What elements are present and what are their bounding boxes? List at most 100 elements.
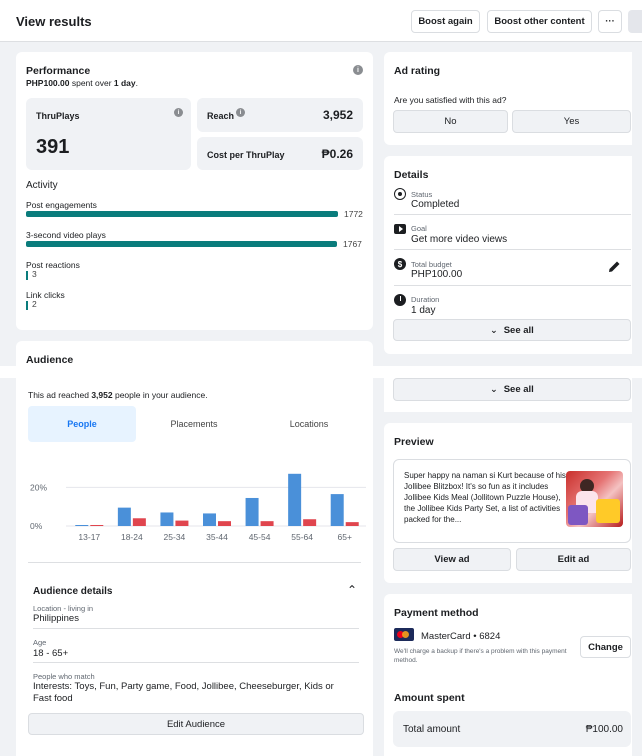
details-card-continued: ⌄ See all	[384, 378, 632, 412]
thruplays-value: 391	[36, 136, 70, 158]
audience-reach-text: This ad reached 3,952 people in your aud…	[28, 390, 208, 400]
chart-bar[interactable]	[330, 494, 344, 526]
cost-per-thruplay-label: Cost per ThruPlay	[207, 150, 285, 160]
divider	[394, 214, 631, 215]
rating-yes-button[interactable]: Yes	[512, 110, 631, 133]
divider	[33, 662, 359, 663]
details-card: Details Status Completed Goal Get more v…	[384, 156, 632, 354]
video-icon	[394, 224, 406, 234]
clock-icon	[394, 294, 406, 306]
chart-bar[interactable]	[132, 518, 146, 526]
tab-placements[interactable]: Placements	[170, 419, 218, 429]
tab-people[interactable]: People	[28, 406, 136, 442]
activity-label: Post engagements	[26, 200, 97, 210]
see-all-button[interactable]: ⌄ See all	[393, 319, 631, 341]
total-amount-label: Total amount	[403, 724, 461, 735]
status-label: Status	[411, 190, 433, 199]
reach-value: 3,952	[322, 108, 353, 122]
goal-label: Goal	[411, 224, 427, 233]
post-text: Super happy na naman si Kurt because of …	[404, 471, 566, 524]
chart-bar[interactable]	[203, 513, 216, 526]
chart-bar[interactable]	[345, 522, 359, 526]
activity-value: 1767	[343, 239, 362, 249]
info-icon[interactable]: i	[236, 108, 245, 117]
boost-other-content-button[interactable]: Boost other content	[487, 10, 592, 33]
payment-title: Payment method	[394, 607, 479, 619]
chart-bar[interactable]	[218, 521, 231, 526]
y-tick-label: 0%	[30, 521, 43, 531]
payment-card: Payment method MasterCard • 6824 We'll c…	[384, 594, 632, 756]
chart-bar[interactable]	[160, 512, 174, 526]
chart-bar[interactable]	[117, 507, 131, 526]
chart-bar[interactable]	[175, 520, 189, 526]
preview-title: Preview	[394, 436, 434, 448]
edit-ad-button[interactable]: Edit ad	[516, 548, 631, 571]
post-preview[interactable]: Super happy na naman si Kurt because of …	[393, 459, 631, 543]
status-value: Completed	[411, 199, 460, 210]
activity-label: Link clicks	[26, 290, 65, 300]
chart-bar[interactable]	[303, 519, 317, 526]
divider	[33, 628, 359, 629]
change-payment-button[interactable]: Change	[580, 636, 631, 658]
more-options-button[interactable]: ···	[598, 10, 622, 33]
chart-bar[interactable]	[260, 521, 274, 526]
tab-locations[interactable]: Locations	[289, 419, 329, 429]
age-value: 18 - 65+	[33, 648, 69, 659]
info-icon[interactable]: i	[353, 65, 363, 75]
chevron-up-icon[interactable]: ⌃	[347, 583, 358, 597]
see-all-button[interactable]: ⌄ See all	[393, 378, 631, 401]
activity-bar	[26, 241, 337, 247]
interests-value: Interests: Toys, Fun, Party game, Food, …	[33, 681, 334, 704]
x-tick-label: 45-54	[249, 532, 271, 542]
chart-bar[interactable]	[90, 525, 104, 526]
chart-bar[interactable]	[288, 473, 302, 526]
details-title: Details	[394, 169, 429, 181]
cost-per-thruplay-box: Cost per ThruPlay ₱0.26	[197, 137, 363, 170]
cost-per-thruplay-value: ₱0.26	[321, 147, 353, 161]
activity-bar	[26, 211, 338, 217]
status-icon	[394, 188, 406, 200]
y-tick-label: 20%	[30, 482, 47, 492]
audience-body: This ad reached 3,952 people in your aud…	[16, 378, 373, 756]
view-ad-button[interactable]: View ad	[393, 548, 511, 571]
info-icon[interactable]: i	[174, 108, 183, 117]
card-name: MasterCard • 6824	[421, 631, 501, 642]
pencil-icon[interactable]	[608, 260, 621, 273]
thruplays-box: ThruPlays i 391	[26, 98, 191, 170]
chevron-down-icon: ⌄	[490, 324, 498, 335]
dollar-icon: $	[394, 258, 406, 270]
duration-value: 1 day	[411, 305, 436, 316]
budget-label: Total budget	[411, 260, 452, 269]
activity-value: 2	[32, 299, 37, 309]
boost-again-button[interactable]: Boost again	[411, 10, 480, 33]
post-thumbnail	[566, 471, 623, 527]
x-tick-label: 13-17	[78, 532, 100, 542]
performance-card: Performance i PHP100.00 spent over 1 day…	[16, 52, 373, 330]
location-value: Philippines	[33, 613, 79, 624]
activity-value: 3	[32, 269, 37, 279]
divider	[28, 562, 361, 563]
preview-card: Preview Super happy na naman si Kurt bec…	[384, 423, 632, 583]
mastercard-icon	[394, 628, 414, 641]
amount-spent-title: Amount spent	[394, 692, 465, 704]
x-tick-label: 35-44	[206, 532, 228, 542]
chart-bar[interactable]	[245, 497, 259, 526]
performance-title: Performance	[26, 65, 91, 77]
total-amount-value: ₱100.00	[585, 724, 623, 735]
reach-label: Reach	[207, 111, 235, 121]
location-label: Location - living in	[33, 604, 94, 613]
audience-title: Audience	[26, 354, 74, 366]
payment-note: We'll charge a backup if there's a probl…	[394, 648, 567, 664]
interests-label: People who match	[33, 672, 95, 681]
spent-summary: PHP100.00 spent over 1 day.	[26, 78, 139, 88]
x-tick-label: 55-64	[291, 532, 313, 542]
thruplays-label: ThruPlays	[36, 111, 80, 121]
audience-details-title: Audience details	[33, 586, 113, 597]
chevron-down-icon: ⌄	[490, 384, 498, 394]
scroll-edge	[628, 10, 642, 33]
rating-no-button[interactable]: No	[393, 110, 508, 133]
goal-value: Get more video views	[411, 234, 508, 245]
chart-bar[interactable]	[75, 525, 89, 526]
edit-audience-button[interactable]: Edit Audience	[28, 713, 364, 735]
x-tick-label: 18-24	[121, 532, 143, 542]
